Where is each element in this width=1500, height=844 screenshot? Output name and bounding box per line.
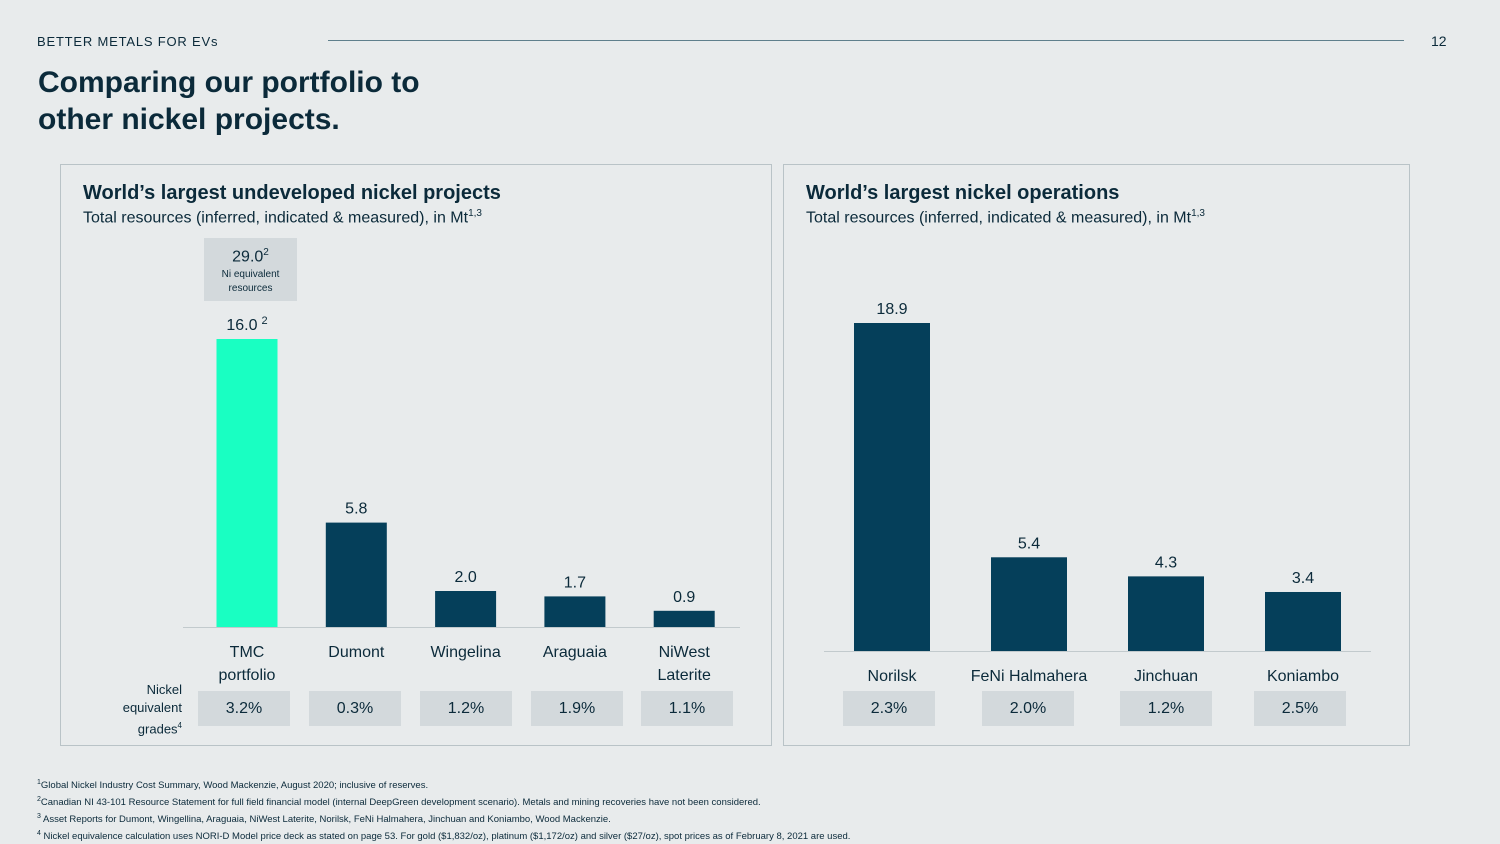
chart-subtitle-text: Total resources (inferred, indicated & m… (806, 209, 1192, 227)
chart-subtitle-text: Total resources (inferred, indicated & m… (83, 209, 469, 227)
category-label-araguaia: Araguaia (543, 644, 607, 661)
footnote-1: 1Global Nickel Industry Cost Summary, Wo… (37, 776, 850, 793)
page-number: 12 (1431, 33, 1447, 49)
callout-label-line-2: resources (228, 283, 273, 295)
callout-label: Ni equivalent resources (204, 268, 297, 296)
nickel-operations-panel: World’s largest nickel operations Total … (783, 164, 1410, 746)
grade-tmc-portfolio: 3.2% (198, 691, 290, 726)
category-label-niwest-laterite: NiWest (659, 644, 711, 661)
bar-wingelina (435, 591, 497, 627)
category-label-feni-halmahera: FeNi Halmahera (971, 668, 1088, 685)
category-label-norilsk: Norilsk (868, 668, 918, 685)
header-divider (328, 40, 1404, 41)
data-label-wingelina: 2.0 (454, 569, 476, 586)
grade-dumont: 0.3% (309, 691, 401, 726)
footnote-3: 3 Asset Reports for Dumont, Wingellina, … (37, 810, 850, 827)
callout-value: 29.02 (204, 247, 297, 266)
chart-title: World’s largest nickel operations (806, 182, 1120, 204)
grade-feni-halmahera: 2.0% (982, 691, 1074, 726)
chart-subtitle: Total resources (inferred, indicated & m… (806, 208, 1205, 227)
category-label-niwest-laterite: Laterite (658, 667, 711, 684)
ni-equivalent-callout: 29.02 Ni equivalent resources (204, 238, 297, 301)
bar-araguaia (544, 596, 606, 627)
footnote-text: Asset Reports for Dumont, Wingellina, Ar… (40, 814, 611, 826)
bar-jinchuan (1128, 576, 1204, 651)
callout-value-text: 29.0 (232, 248, 264, 266)
data-label-koniambo: 3.4 (1292, 570, 1314, 587)
chart-subtitle-sup: 1,3 (1191, 208, 1205, 219)
footnote-4: 4 Nickel equivalence calculation uses NO… (37, 827, 850, 844)
footnote-text: Nickel equivalence calculation uses NORI… (40, 831, 851, 843)
chart-title: World’s largest undeveloped nickel proje… (83, 182, 501, 204)
grades-label-sup: 4 (177, 721, 182, 730)
section-label: BETTER METALS FOR EVs (37, 34, 219, 49)
bar-niwest-laterite (653, 610, 715, 627)
bar-tmc-portfolio (216, 339, 278, 627)
category-label-jinchuan: Jinchuan (1134, 668, 1198, 685)
grade-norilsk: 2.3% (843, 691, 935, 726)
footnote-2: 2Canadian NI 43-101 Resource Statement f… (37, 793, 850, 810)
category-label-tmc-portfolio: TMC (230, 644, 265, 661)
grade-niwest-laterite: 1.1% (641, 691, 733, 726)
data-label-tmc-portfolio: 16.0 2 (226, 315, 267, 334)
bar-feni-halmahera (991, 557, 1067, 651)
category-label-tmc-portfolio: portfolio (219, 667, 276, 684)
data-label-niwest-laterite: 0.9 (673, 589, 695, 606)
footnote-sup: 1 (37, 779, 41, 786)
chart-subtitle: Total resources (inferred, indicated & m… (83, 208, 482, 227)
page-title-line-1: Comparing our portfolio to (38, 66, 420, 99)
category-label-dumont: Dumont (328, 644, 385, 661)
callout-label-line-1: Ni equivalent (221, 269, 280, 281)
data-label-jinchuan: 4.3 (1155, 554, 1177, 571)
category-label-wingelina: Wingelina (430, 644, 500, 661)
grade-jinchuan: 1.2% (1120, 691, 1212, 726)
grades-label: Nickel equivalent grades4 (101, 681, 182, 738)
footnotes: 1Global Nickel Industry Cost Summary, Wo… (37, 776, 850, 844)
data-label-dumont: 5.8 (345, 501, 367, 518)
page-title: Comparing our portfolio to other nickel … (38, 64, 420, 138)
data-label-sup: 2 (262, 315, 268, 327)
footnote-sup: 3 (37, 812, 41, 820)
callout-value-sup: 2 (263, 247, 269, 258)
category-label-koniambo: Koniambo (1267, 668, 1339, 685)
page-title-line-2: other nickel projects. (38, 103, 340, 136)
nickel-operations-chart: 18.9 Norilsk 5.4 FeNi Halmahera 4.3 Jinchuan 3… (824, 301, 1371, 685)
bar-koniambo (1265, 591, 1341, 651)
footnote-sup: 2 (37, 795, 41, 803)
bar-dumont (325, 522, 387, 627)
grades-label-line-1: Nickel (146, 682, 182, 697)
footnote-sup: 4 (37, 829, 41, 837)
footnote-text: Global Nickel Industry Cost Summary, Woo… (40, 780, 429, 792)
grades-label-line-3: grades (137, 721, 178, 737)
grades-label-line-2: equivalent (122, 700, 182, 715)
chart-subtitle-sup: 1,3 (468, 208, 482, 219)
bar-norilsk (854, 323, 930, 651)
undeveloped-projects-chart: 16.0 2 TMC portfolio 5.8 Dumont 2.0 Wingelina 1.… (183, 315, 740, 684)
undeveloped-projects-panel: World’s largest undeveloped nickel proje… (60, 164, 772, 746)
grade-wingelina: 1.2% (420, 691, 512, 726)
footnote-text: Canadian NI 43-101 Resource Statement fo… (40, 797, 761, 809)
data-label-feni-halmahera: 5.4 (1018, 535, 1040, 552)
data-label-araguaia: 1.7 (564, 574, 586, 591)
grade-koniambo: 2.5% (1254, 691, 1346, 726)
data-label-norilsk: 18.9 (876, 301, 907, 318)
grade-araguaia: 1.9% (531, 691, 623, 726)
